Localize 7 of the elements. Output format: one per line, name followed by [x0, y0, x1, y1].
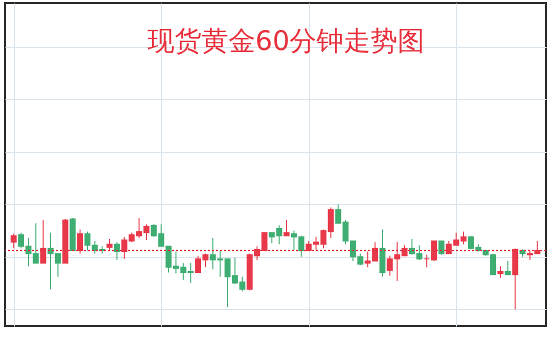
candlestick [424, 254, 430, 268]
candlestick [504, 260, 511, 276]
chart-title: 现货黄金60分钟走势图 [147, 26, 425, 57]
candlestick [284, 220, 290, 236]
candlestick [438, 240, 444, 256]
candlestick [497, 266, 504, 278]
candlestick [114, 242, 120, 260]
